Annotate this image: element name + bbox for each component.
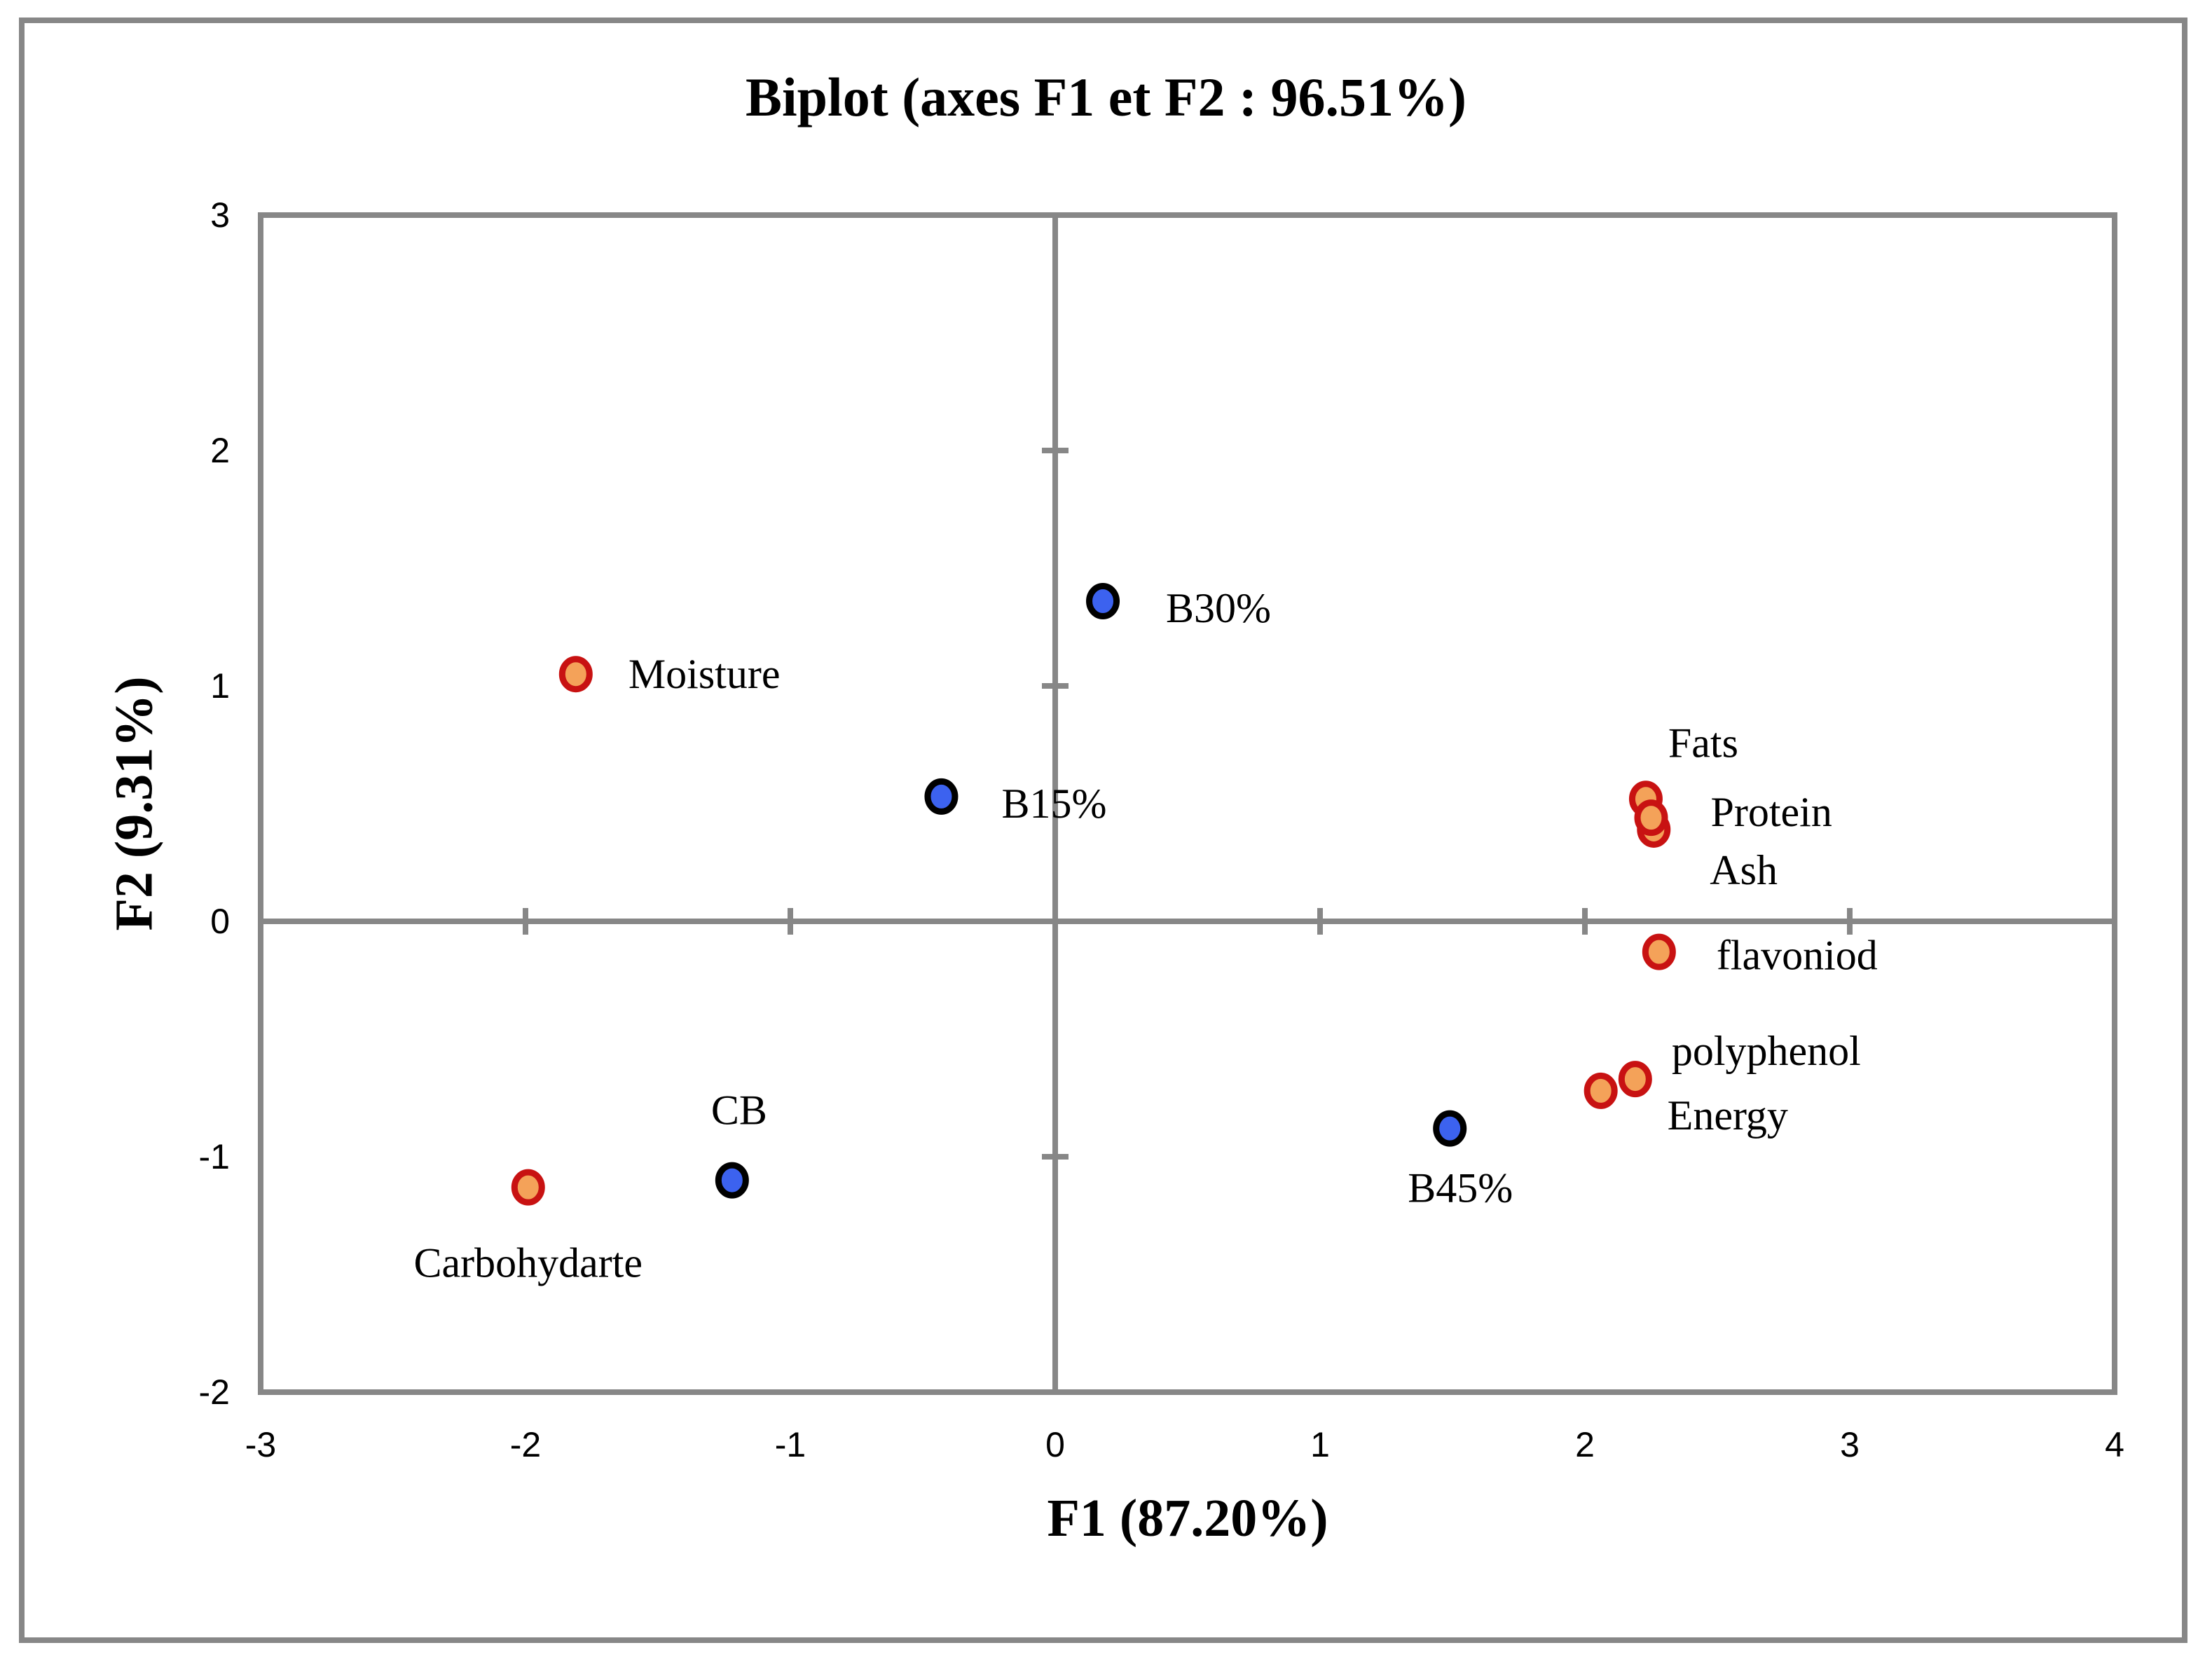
- y-axis-title: F2 (9.31%): [104, 676, 164, 931]
- tick-marks-group: [523, 448, 1853, 1160]
- point-marker-cb: [715, 1162, 749, 1199]
- figure-frame: [19, 18, 2187, 1643]
- point-marker-b15: [924, 778, 959, 815]
- x-tick-label: 0: [1045, 1425, 1065, 1464]
- point-marker-protein: [1634, 799, 1668, 837]
- point-label-carbohydarte: Carbohydarte: [414, 1240, 643, 1286]
- y-tick-labels-group: 3 2 1 0 -1 -2: [199, 195, 230, 1412]
- x-tick-label: 2: [1575, 1425, 1595, 1464]
- point-label-moisture: Moisture: [628, 651, 781, 697]
- plot-area-border: [258, 212, 2117, 1395]
- series-variables: Moisture Ash Fats Protein flavoniod Energy pol…: [414, 651, 1878, 1286]
- point-label-energy: Energy: [1668, 1092, 1788, 1139]
- x-tick-labels-group: -3 -2 -1 0 1 2 3 4: [245, 1425, 2124, 1464]
- y-tick-label: 3: [210, 195, 230, 235]
- x-axis-title: F1 (87.20%): [1047, 1489, 1328, 1548]
- point-label-flavoniod: flavoniod: [1717, 933, 1878, 979]
- point-label-ash: Ash: [1710, 847, 1778, 893]
- x-tick-label: 1: [1310, 1425, 1330, 1464]
- point-label-b15: B15%: [1001, 781, 1106, 827]
- point-marker-carbohydarte: [511, 1169, 545, 1206]
- point-label-cb: CB: [711, 1087, 767, 1134]
- point-label-polyphenol: polyphenol: [1672, 1028, 1861, 1074]
- chart-title: Biplot (axes F1 et F2 : 96.51%): [745, 67, 1466, 128]
- series-observations: B15% B30% B45% CB: [711, 583, 1513, 1211]
- zero-axes-group: [261, 215, 2115, 1392]
- point-label-b30: B30%: [1166, 585, 1271, 631]
- point-marker-b30: [1086, 583, 1120, 620]
- point-marker-energy: [1584, 1072, 1618, 1109]
- point-label-fats: Fats: [1668, 720, 1738, 766]
- x-tick-label: -3: [245, 1425, 276, 1464]
- y-tick-label: 2: [210, 431, 230, 470]
- x-tick-label: 3: [1840, 1425, 1860, 1464]
- data-points-group: Moisture Ash Fats Protein flavoniod Energy pol…: [414, 583, 1878, 1286]
- point-marker-polyphenol: [1618, 1061, 1652, 1098]
- point-marker-moisture: [558, 656, 593, 693]
- y-tick-label: -2: [199, 1373, 230, 1412]
- y-tick-label: -1: [199, 1137, 230, 1176]
- point-label-b45: B45%: [1408, 1165, 1513, 1211]
- y-tick-label: 0: [210, 902, 230, 941]
- point-marker-b45: [1433, 1110, 1467, 1147]
- y-tick-label: 1: [210, 666, 230, 706]
- point-marker-flavoniod: [1642, 933, 1676, 970]
- plot-border-group: [258, 212, 2117, 1395]
- point-label-protein: Protein: [1711, 789, 1832, 835]
- x-tick-label: -1: [775, 1425, 806, 1464]
- x-tick-label: -2: [510, 1425, 541, 1464]
- x-tick-label: 4: [2105, 1425, 2124, 1464]
